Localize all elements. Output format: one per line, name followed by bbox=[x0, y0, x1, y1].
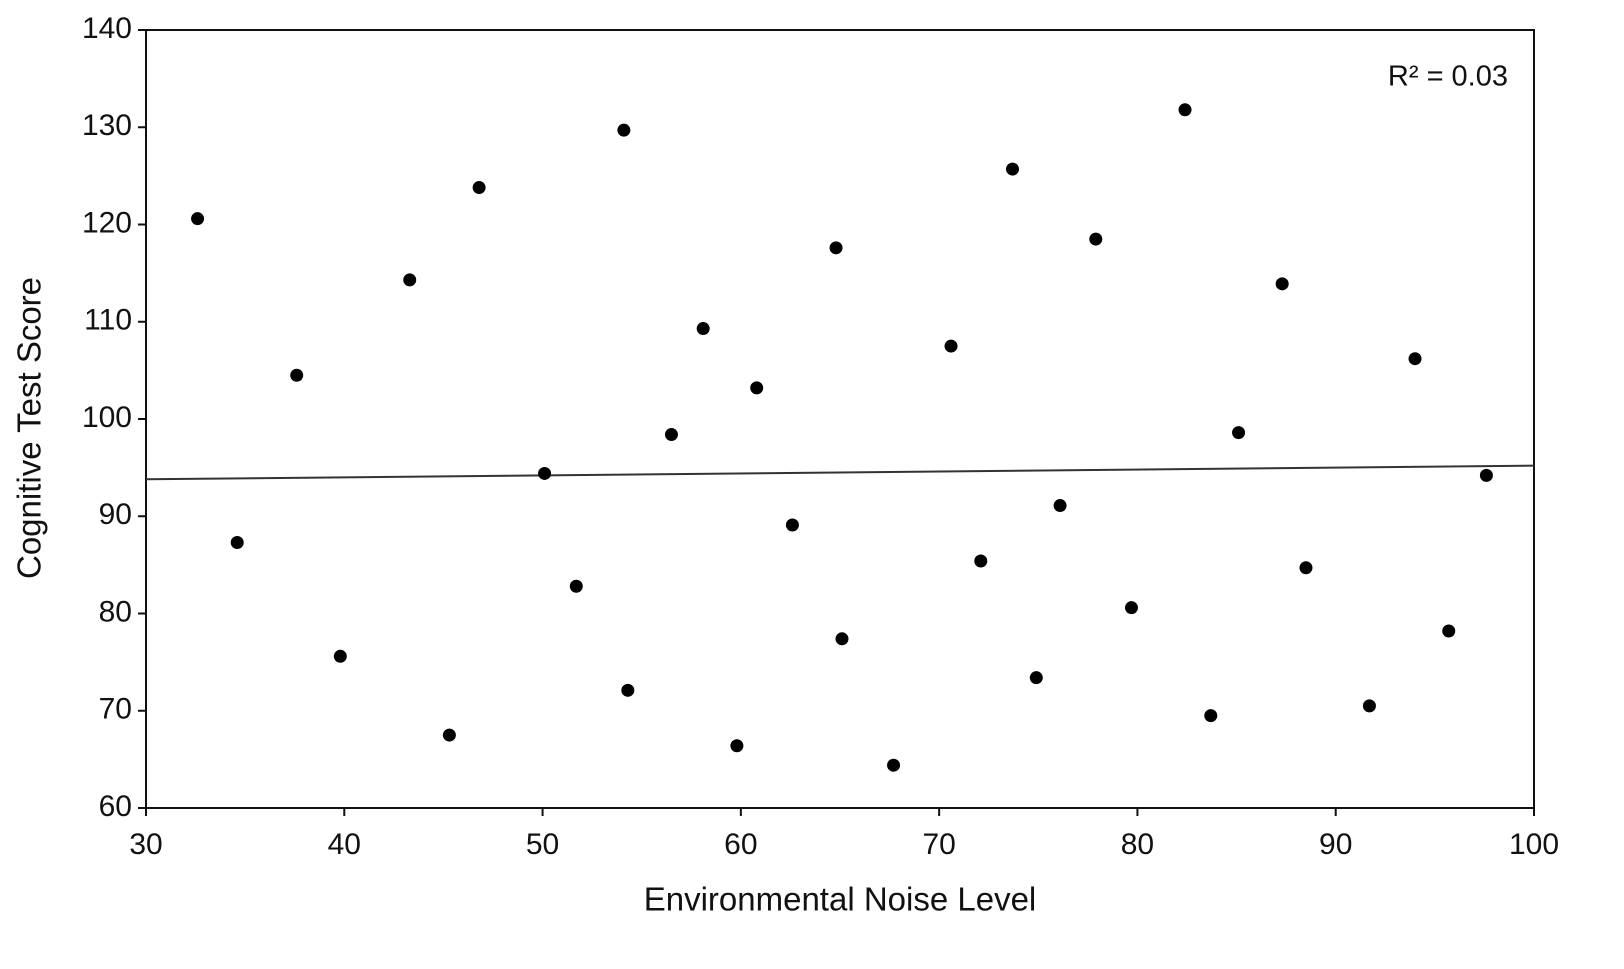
y-tick-label: 70 bbox=[99, 693, 132, 726]
x-tick-label: 30 bbox=[129, 828, 162, 861]
y-tick-label: 120 bbox=[82, 206, 132, 239]
data-point bbox=[730, 739, 744, 753]
data-point bbox=[1029, 671, 1043, 685]
plot-frame bbox=[145, 29, 1535, 809]
data-point bbox=[403, 273, 417, 287]
y-tick-label: 110 bbox=[84, 304, 132, 337]
y-tick-label: 80 bbox=[99, 595, 132, 628]
x-tick-label: 50 bbox=[526, 828, 559, 861]
y-tick-label: 60 bbox=[99, 790, 132, 823]
data-point bbox=[333, 649, 347, 663]
data-point bbox=[1442, 624, 1456, 638]
data-point bbox=[1089, 232, 1103, 246]
trend-line bbox=[145, 464, 1535, 481]
data-point bbox=[974, 554, 988, 568]
data-point bbox=[785, 518, 799, 532]
data-point bbox=[1006, 162, 1020, 176]
y-tick-label: 90 bbox=[99, 498, 132, 531]
data-point bbox=[1362, 699, 1376, 713]
data-point bbox=[621, 683, 635, 697]
y-axis-title: Cognitive Test Score bbox=[11, 277, 48, 579]
y-tick-label: 130 bbox=[82, 109, 132, 142]
data-point bbox=[1479, 468, 1493, 482]
x-tick-label: 100 bbox=[1509, 828, 1559, 861]
x-tick-label: 60 bbox=[724, 828, 757, 861]
x-tick-label: 80 bbox=[1121, 828, 1154, 861]
data-point bbox=[1053, 499, 1067, 513]
x-tick-label: 70 bbox=[922, 828, 955, 861]
x-tick-label: 90 bbox=[1319, 828, 1352, 861]
data-point bbox=[230, 536, 244, 550]
data-point bbox=[442, 728, 456, 742]
data-point bbox=[1408, 352, 1422, 366]
data-point bbox=[1124, 601, 1138, 615]
data-point bbox=[617, 123, 631, 137]
data-point bbox=[829, 241, 843, 255]
x-tick-label: 40 bbox=[328, 828, 361, 861]
y-tick-label: 140 bbox=[82, 12, 132, 45]
data-point bbox=[569, 579, 583, 593]
x-axis-title: Environmental Noise Level bbox=[644, 881, 1037, 918]
y-tick-label: 100 bbox=[82, 401, 132, 434]
data-point bbox=[1178, 103, 1192, 117]
data-point bbox=[1275, 277, 1289, 291]
data-point bbox=[290, 368, 304, 382]
data-point bbox=[696, 322, 710, 336]
data-point bbox=[1299, 561, 1313, 575]
data-point bbox=[835, 632, 849, 646]
data-point bbox=[472, 181, 486, 195]
data-point bbox=[191, 212, 205, 226]
data-point bbox=[664, 428, 678, 442]
annotation: R² = 0.03 bbox=[1388, 61, 1508, 93]
data-point bbox=[887, 758, 901, 772]
data-point bbox=[538, 466, 552, 480]
data-point bbox=[1232, 426, 1246, 440]
data-point bbox=[944, 339, 958, 353]
data-point bbox=[750, 381, 764, 395]
data-point bbox=[1204, 709, 1218, 723]
